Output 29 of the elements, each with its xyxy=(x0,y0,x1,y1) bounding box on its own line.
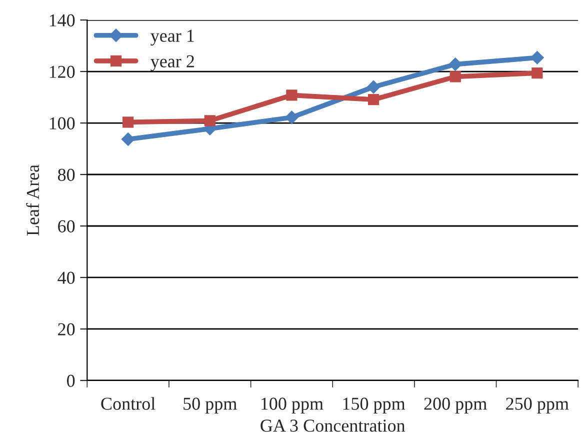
point xyxy=(450,71,461,82)
point xyxy=(122,116,134,128)
x-tick-label: 250 ppm xyxy=(506,398,569,414)
x-tick-label: 100 ppm xyxy=(261,398,324,414)
y-axis-title: Leaf Area xyxy=(26,164,40,236)
x-tick-label: 200 ppm xyxy=(424,398,487,414)
y-tick-label: 60 xyxy=(58,220,75,232)
point xyxy=(286,90,298,101)
legend-label: year 2 xyxy=(150,55,194,72)
y-tick-label: 120 xyxy=(50,66,75,78)
y-tick-label: 140 xyxy=(50,14,75,26)
point xyxy=(448,57,462,72)
x-axis-title: GA 3 Concentration xyxy=(260,420,406,432)
y-tick-label: 0 xyxy=(67,374,75,387)
x-tick-label: 50 ppm xyxy=(184,398,237,414)
y-tick-label: 80 xyxy=(58,168,75,181)
y-tick-label: 100 xyxy=(50,117,75,130)
point xyxy=(204,115,216,126)
x-tick-label: Control xyxy=(101,397,156,410)
point xyxy=(530,50,544,64)
x-tick-label: 150 ppm xyxy=(343,398,406,414)
point xyxy=(284,110,299,124)
y-tick-label: 40 xyxy=(58,272,75,284)
legend-label: year 1 xyxy=(150,30,194,46)
point xyxy=(368,94,380,106)
y-tick-label: 20 xyxy=(58,323,75,336)
point xyxy=(121,132,135,146)
point xyxy=(366,80,380,94)
point xyxy=(532,68,543,79)
